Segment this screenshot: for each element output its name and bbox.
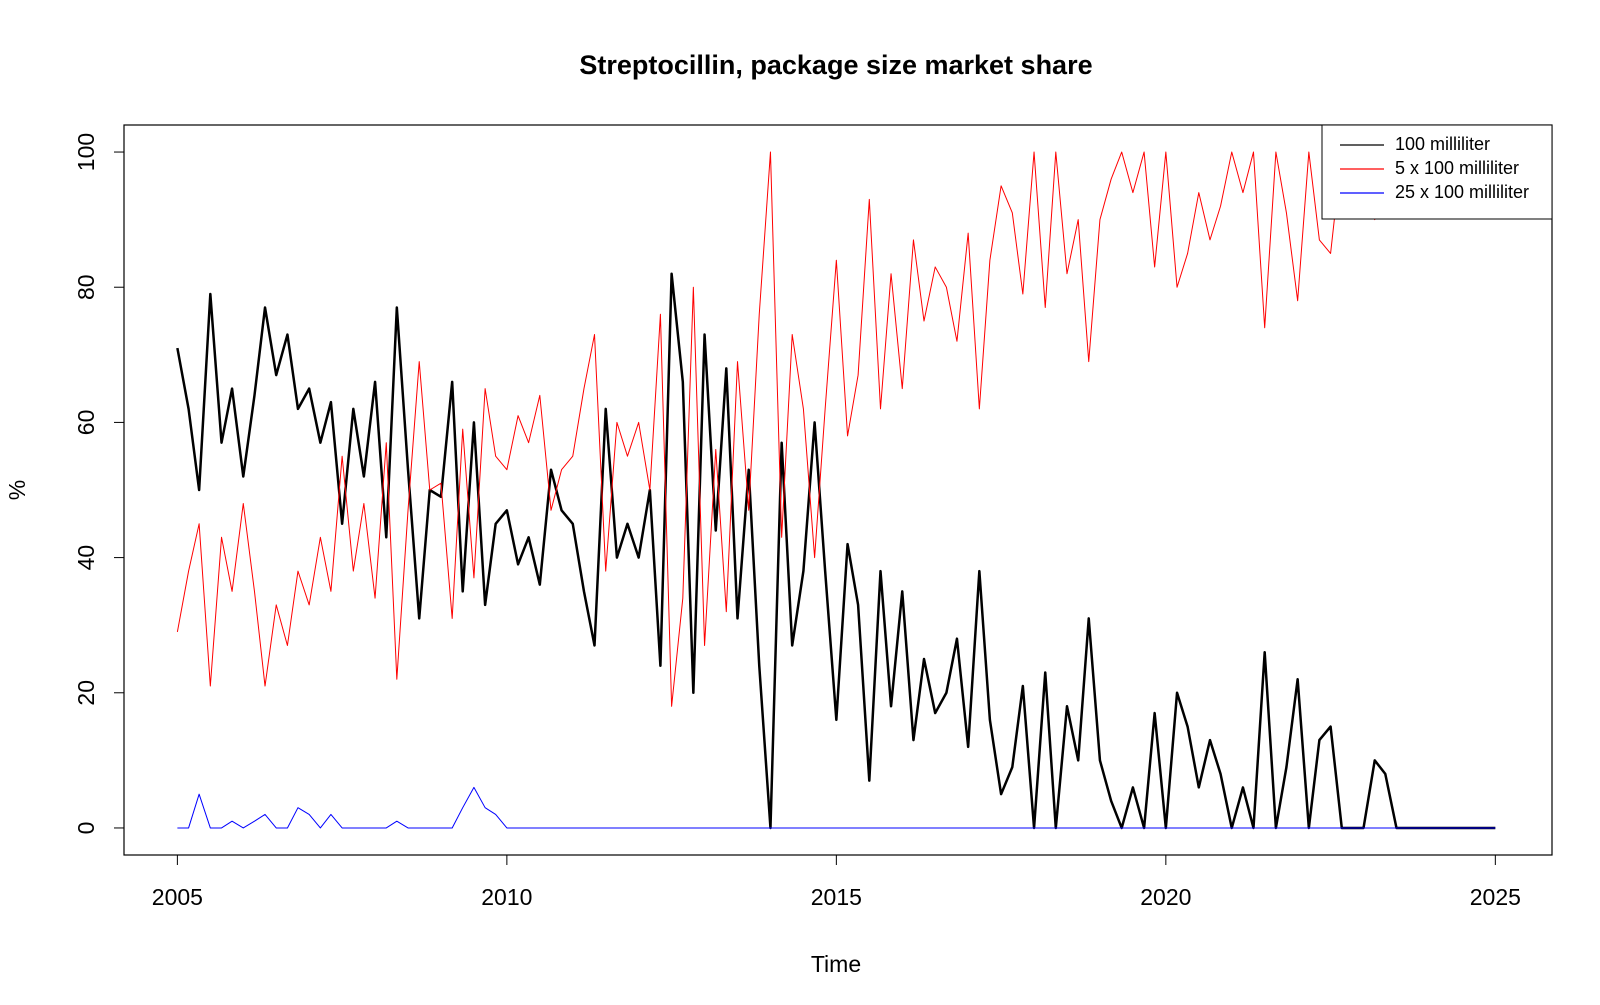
y-tick-label: 60 [73,410,99,436]
legend-label: 25 x 100 milliliter [1395,182,1529,202]
x-tick-label: 2005 [152,884,203,910]
legend: 100 milliliter 5 x 100 milliliter 25 x 100… [1321,124,1553,220]
plot-frame [123,124,1553,856]
y-tick-label: 100 [73,133,99,171]
x-tick-label: 2020 [1140,884,1191,910]
x-axis-label: Time [811,951,861,977]
y-tick-label: 20 [73,680,99,706]
y-tick-label: 80 [73,274,99,300]
y-tick-label: 0 [73,822,99,835]
y-tick-label: 40 [73,545,99,571]
x-tick-label: 2010 [481,884,532,910]
chart-title: Streptocillin, package size market share [579,50,1092,80]
legend-label: 100 milliliter [1395,134,1490,154]
y-axis-label: % [4,480,30,500]
legend-label: 5 x 100 milliliter [1395,158,1519,178]
x-tick-label: 2025 [1470,884,1521,910]
series-line [176,272,1496,830]
legend-box [1321,124,1553,220]
series-line [177,786,1496,829]
x-tick-label: 2015 [811,884,862,910]
series-line [176,151,1386,707]
